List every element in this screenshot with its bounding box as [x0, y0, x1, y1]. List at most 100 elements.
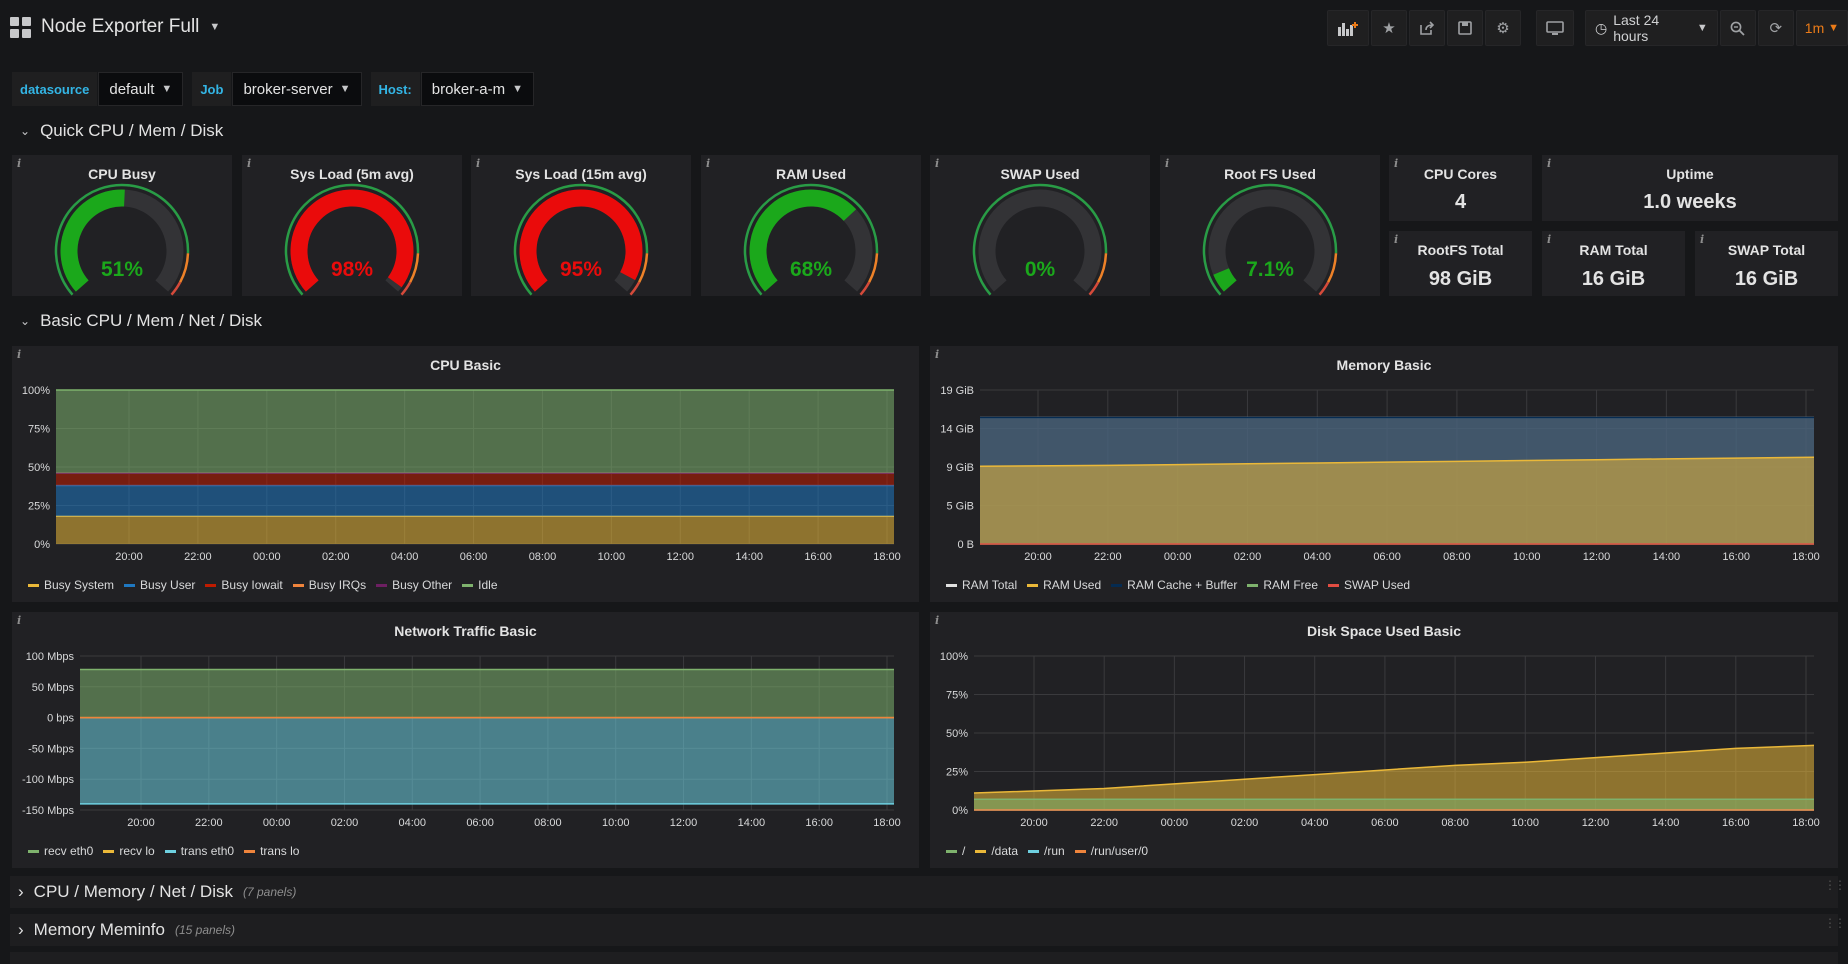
x-tick-label: 08:00: [1443, 551, 1471, 563]
legend-item[interactable]: /data: [975, 844, 1018, 858]
y-tick-label: 0 B: [957, 539, 974, 551]
legend-item[interactable]: recv eth0: [28, 844, 93, 858]
x-tick-label: 00:00: [263, 817, 291, 829]
gauge-panel-sys-load-15m[interactable]: i Sys Load (15m avg) 95%: [471, 155, 691, 296]
x-tick-label: 02:00: [331, 817, 359, 829]
zoom-out-button[interactable]: [1719, 10, 1756, 46]
row-quick-cpu-mem-disk[interactable]: ⌄ Quick CPU / Mem / Disk: [20, 121, 223, 141]
legend-item[interactable]: Busy System: [28, 578, 114, 592]
legend-item[interactable]: RAM Total: [946, 578, 1017, 592]
legend-swatch: [103, 849, 115, 853]
refresh-interval-label: 1m: [1804, 20, 1825, 36]
graph-panel-memory-basic[interactable]: i Memory Basic 0 B 5 GiB 9 GiB 14 GiB 19 GiB…: [930, 346, 1838, 602]
legend-swatch: [946, 849, 957, 853]
legend-item[interactable]: RAM Cache + Buffer: [1111, 578, 1237, 592]
graph-panel-network-traffic-basic[interactable]: i Network Traffic Basic -150 Mbps -100 Mb…: [12, 612, 919, 868]
drag-handle-icon[interactable]: ⋮⋮: [1824, 916, 1846, 930]
x-tick-label: 18:00: [1792, 551, 1820, 563]
gauge-arc: [972, 183, 1108, 296]
x-tick-label: 02:00: [1231, 817, 1259, 829]
stat-panel-cpu-cores[interactable]: i CPU Cores 4: [1389, 155, 1532, 221]
dashboard-picker[interactable]: Node Exporter Full ▼: [10, 16, 220, 38]
add-panel-button[interactable]: [1327, 10, 1369, 46]
variable-job-select[interactable]: broker-server ▼: [232, 72, 362, 106]
chart-plot[interactable]: 0% 25% 50% 75% 100% 20:00 22:00 00:00 02:00 04:00…: [930, 612, 1838, 868]
y-tick-label: 19 GiB: [940, 385, 974, 397]
row-cpu-memory-net-disk[interactable]: › CPU / Memory / Net / Disk (7 panels) ⋮…: [10, 876, 1846, 908]
gauge-track: [1208, 189, 1332, 292]
gauge-panel-cpu-busy[interactable]: i CPU Busy 51%: [12, 155, 232, 296]
legend-item[interactable]: trans eth0: [164, 844, 234, 858]
legend-item[interactable]: Busy Iowait: [205, 578, 283, 592]
variable-datasource-select[interactable]: default ▼: [98, 72, 184, 106]
row-memory-meminfo[interactable]: › Memory Meminfo (15 panels) ⋮⋮: [10, 914, 1846, 946]
legend-item[interactable]: Idle: [462, 578, 498, 592]
series-area: [56, 473, 894, 486]
stat-panel-ram-total[interactable]: i RAM Total 16 GiB: [1542, 231, 1685, 296]
refresh-interval-picker[interactable]: 1m ▼: [1795, 10, 1848, 46]
chart-plot[interactable]: 0% 25% 50% 75% 100% 20:00 22:00 00:00 02:00 04:00…: [12, 346, 919, 602]
x-tick-label: 22:00: [184, 551, 212, 563]
x-tick-label: 04:00: [1304, 551, 1332, 563]
dashboard-title: Node Exporter Full: [41, 16, 200, 37]
graph-panel-cpu-basic[interactable]: i CPU Basic 0% 25% 50% 75% 100% 20:00 22:00 00:…: [12, 346, 919, 602]
legend-item[interactable]: RAM Free: [1247, 578, 1318, 592]
gauge-value: 7.1%: [1246, 258, 1294, 281]
variable-host-select[interactable]: broker-a-m ▼: [420, 72, 534, 106]
panel-title: CPU Busy: [88, 166, 156, 182]
save-button[interactable]: [1447, 10, 1483, 46]
series-area: [56, 485, 894, 517]
stat-panel-rootfs-total[interactable]: i RootFS Total 98 GiB: [1389, 231, 1532, 296]
gauge-panel-sys-load-5m[interactable]: i Sys Load (5m avg) 98%: [242, 155, 462, 296]
gauge-value-arc: [519, 189, 643, 292]
y-tick-label: 75%: [946, 690, 968, 702]
legend-item[interactable]: /: [946, 844, 965, 858]
legend-item[interactable]: Busy Other: [376, 578, 452, 592]
legend-label: /data: [991, 844, 1019, 858]
row-partial[interactable]: [10, 952, 1838, 964]
info-icon: i: [706, 157, 711, 170]
gauge-threshold-arc: [54, 183, 190, 296]
top-navbar: Node Exporter Full ▼ ★ ⚙ ◷ Last 24 hours…: [0, 0, 1848, 58]
chart-plot[interactable]: -150 Mbps -100 Mbps -50 Mbps 0 bps 50 Mbps 10…: [12, 612, 919, 868]
refresh-button[interactable]: ⟳: [1757, 10, 1794, 46]
legend-item[interactable]: RAM Used: [1027, 578, 1101, 592]
legend-item[interactable]: /run: [1028, 844, 1065, 858]
y-tick-label: 0%: [952, 805, 968, 817]
chart-legend: / /data/run/run/user/0: [946, 844, 1148, 858]
gauge-panel-root-fs-used[interactable]: i Root FS Used 7.1%: [1160, 155, 1380, 296]
legend-swatch: [244, 849, 256, 853]
info-icon: i: [935, 614, 940, 627]
graph-panel-disk-space-used-basic[interactable]: i Disk Space Used Basic 0% 25% 50% 75% 100% 2…: [930, 612, 1838, 868]
panel-title: RootFS Total: [1417, 242, 1504, 258]
legend-swatch: [1247, 583, 1259, 587]
variable-label: Host:: [370, 72, 421, 106]
series-area: [974, 745, 1814, 810]
legend-item[interactable]: Busy User: [124, 578, 195, 592]
star-button[interactable]: ★: [1371, 10, 1407, 46]
stat-panel-swap-total[interactable]: i SWAP Total 16 GiB: [1695, 231, 1838, 296]
drag-handle-icon[interactable]: ⋮⋮: [1824, 878, 1846, 892]
chart-plot[interactable]: 0 B 5 GiB 9 GiB 14 GiB 19 GiB 20:00 22:00 00:00…: [930, 346, 1838, 602]
legend-item[interactable]: recv lo: [103, 844, 155, 858]
x-tick-label: 20:00: [1020, 817, 1048, 829]
legend-item[interactable]: /run/user/0: [1074, 844, 1148, 858]
gauge-panel-swap-used[interactable]: i SWAP Used 0%: [930, 155, 1150, 296]
gauge-panel-ram-used[interactable]: i RAM Used 68%: [701, 155, 921, 296]
share-button[interactable]: [1409, 10, 1445, 46]
x-tick-label: 08:00: [529, 551, 557, 563]
stat-panel-uptime[interactable]: i Uptime 1.0 weeks: [1542, 155, 1838, 221]
legend-item[interactable]: SWAP Used: [1328, 578, 1410, 592]
x-tick-label: 12:00: [1582, 817, 1610, 829]
time-picker-button[interactable]: ◷ Last 24 hours ▼: [1585, 10, 1718, 46]
row-basic-cpu-mem-net-disk[interactable]: ⌄ Basic CPU / Mem / Net / Disk: [20, 311, 262, 331]
legend-item[interactable]: trans lo: [244, 844, 299, 858]
settings-button[interactable]: ⚙: [1485, 10, 1521, 46]
info-icon: i: [1547, 157, 1552, 170]
gauge-track: [978, 189, 1102, 292]
series-area: [80, 669, 894, 718]
x-tick-label: 06:00: [1373, 551, 1401, 563]
variable-host: Host: broker-a-m ▼: [370, 72, 534, 106]
tv-mode-button[interactable]: [1536, 10, 1574, 46]
legend-item[interactable]: Busy IRQs: [292, 578, 366, 592]
